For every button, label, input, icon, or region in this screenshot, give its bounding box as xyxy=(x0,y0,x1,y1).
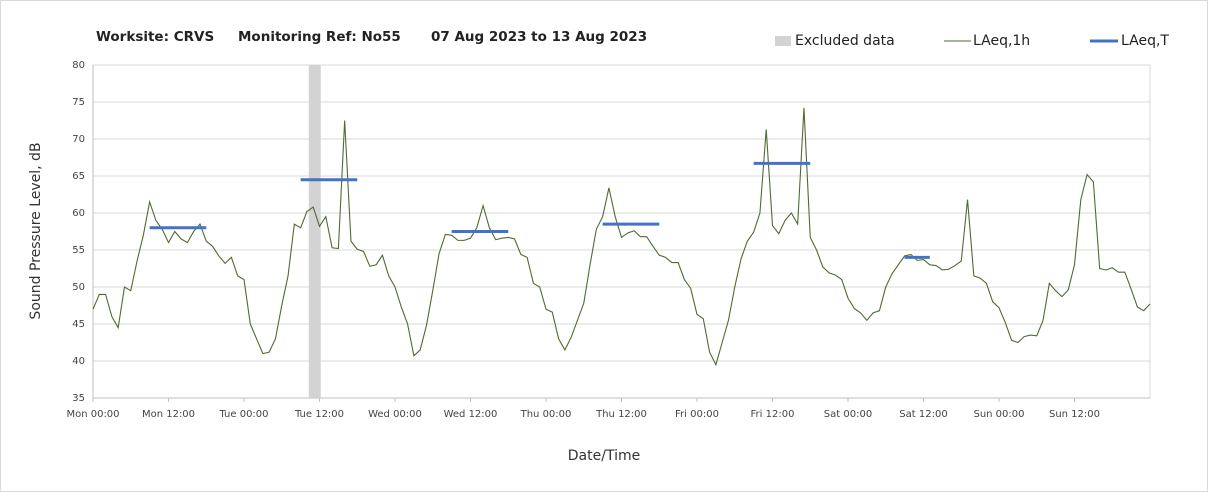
x-tick-label: Mon 12:00 xyxy=(142,409,195,420)
y-tick-label: 60 xyxy=(72,208,85,219)
legend-label: Excluded data xyxy=(795,33,895,49)
excluded-band xyxy=(308,65,321,398)
x-tick-label: Wed 00:00 xyxy=(368,409,422,420)
x-tick-label: Sun 00:00 xyxy=(973,409,1024,420)
x-tick-label: Sat 00:00 xyxy=(824,409,872,420)
x-tick-label: Sun 12:00 xyxy=(1049,409,1100,420)
y-axis-label: Sound Pressure Level, dB xyxy=(28,142,44,319)
x-tick-label: Tue 00:00 xyxy=(218,409,268,420)
y-tick-label: 75 xyxy=(72,97,85,108)
y-tick-label: 45 xyxy=(72,319,85,330)
legend-label: LAeq,T xyxy=(1121,33,1169,49)
x-tick-label: Thu 00:00 xyxy=(520,409,572,420)
y-tick-label: 35 xyxy=(72,393,85,404)
x-axis-label: Date/Time xyxy=(568,448,640,464)
y-tick-label: 65 xyxy=(72,171,85,182)
data-line xyxy=(92,107,1151,367)
x-tick-label: Fri 00:00 xyxy=(675,409,719,420)
chart-title: Monitoring Ref: No55 xyxy=(238,29,401,45)
x-tick-label: Sat 12:00 xyxy=(899,409,947,420)
y-tick-label: 80 xyxy=(72,60,85,71)
y-tick-label: 70 xyxy=(72,134,85,145)
chart-title: Worksite: CRVS xyxy=(96,29,214,45)
legend-swatch xyxy=(775,36,791,46)
x-tick-label: Thu 12:00 xyxy=(595,409,647,420)
legend-label: LAeq,1h xyxy=(973,33,1030,49)
y-tick-label: 40 xyxy=(72,356,85,367)
x-tick-label: Mon 00:00 xyxy=(66,409,119,420)
y-tick-label: 55 xyxy=(72,245,85,256)
chart-title: 07 Aug 2023 to 13 Aug 2023 xyxy=(431,29,647,45)
x-tick-label: Wed 12:00 xyxy=(444,409,498,420)
x-tick-label: Fri 12:00 xyxy=(751,409,795,420)
y-tick-label: 50 xyxy=(72,282,85,293)
x-tick-label: Tue 12:00 xyxy=(294,409,344,420)
